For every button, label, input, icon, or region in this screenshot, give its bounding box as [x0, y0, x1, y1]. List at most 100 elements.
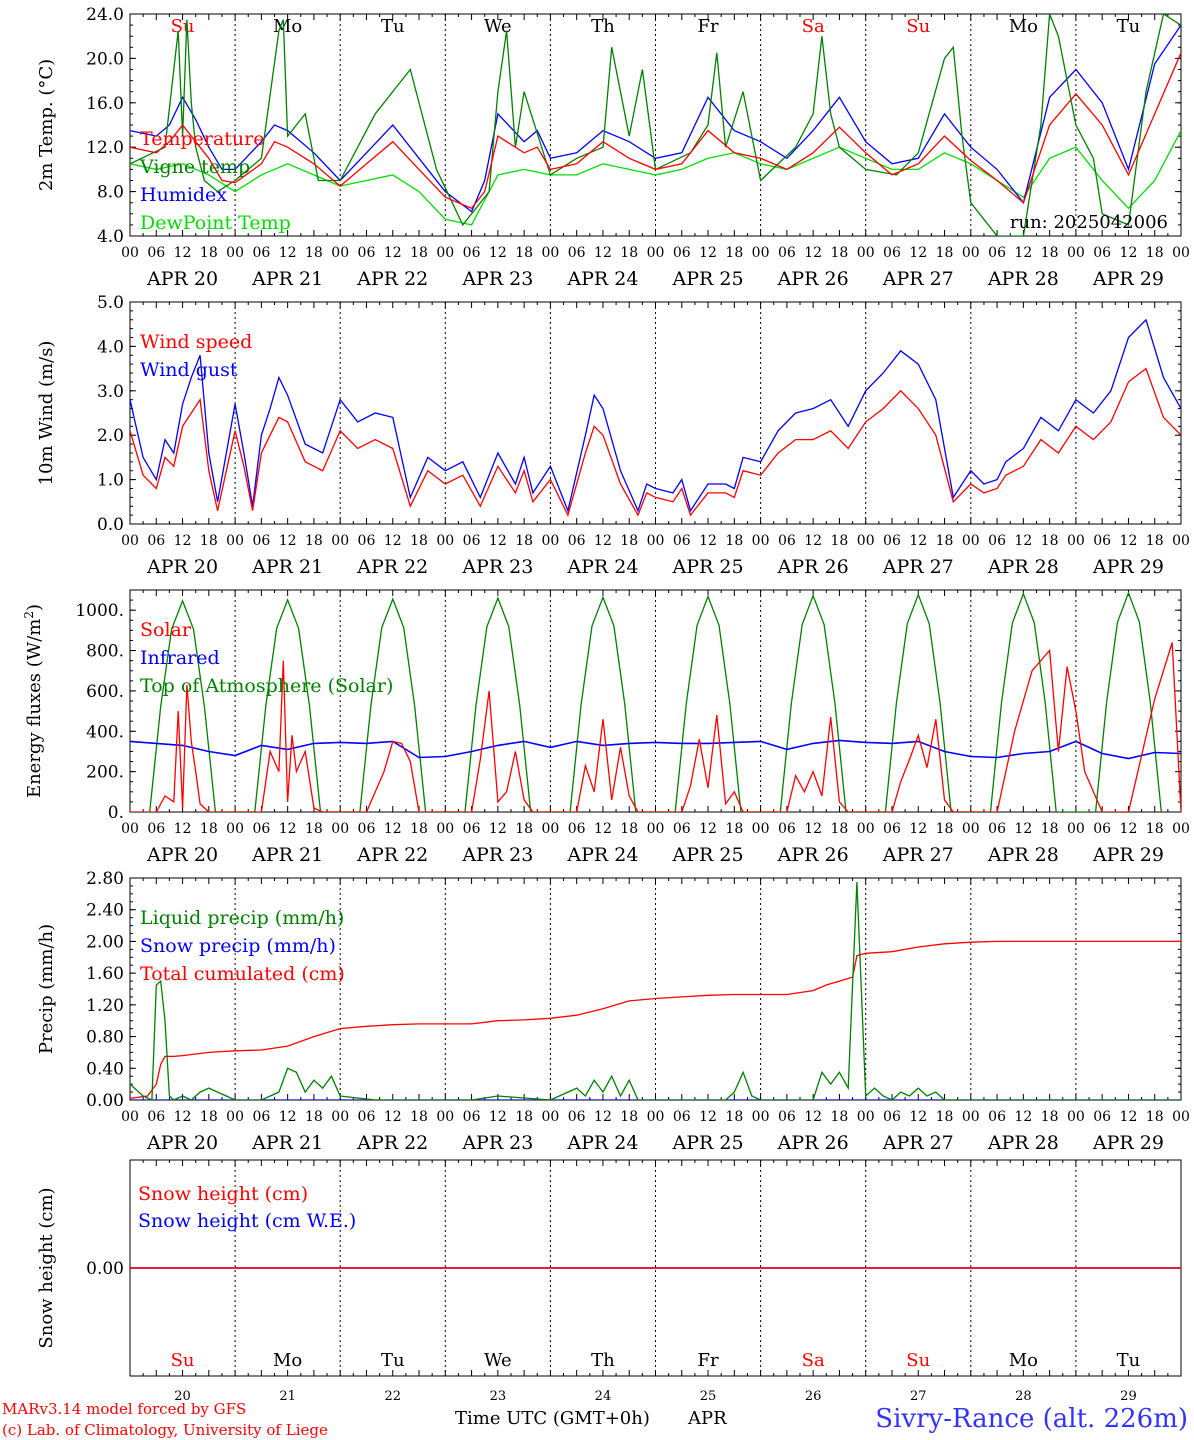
weekday-label: Tu: [381, 16, 405, 37]
hour-tick-label: 06: [147, 533, 165, 549]
hour-tick-label: 12: [699, 821, 717, 837]
date-label: APR 28: [987, 844, 1059, 866]
hour-tick-label: 00: [436, 1109, 454, 1125]
date-label: APR 24: [566, 556, 638, 578]
hour-tick-label: 12: [489, 1109, 507, 1125]
hour-tick-label: 00: [752, 245, 770, 261]
hour-tick-label: 18: [831, 245, 849, 261]
hour-tick-label: 18: [515, 533, 533, 549]
legend-entry: Humidex: [140, 184, 227, 206]
hour-tick-label: 00: [857, 533, 875, 549]
legend-entry: Total cumulated (cm): [140, 963, 345, 985]
hour-tick-label: 06: [673, 245, 691, 261]
y-tick-label: 16.0: [86, 94, 124, 114]
hour-tick-label: 06: [988, 1109, 1006, 1125]
hour-tick-label: 00: [1067, 245, 1085, 261]
hour-tick-label: 12: [489, 533, 507, 549]
legend-entry: Infrared: [140, 647, 220, 669]
y-tick-label: 1000.: [75, 601, 124, 621]
weekday-label: We: [484, 16, 512, 37]
hour-tick-label: 00: [541, 245, 559, 261]
date-label: APR 21: [251, 268, 323, 290]
hour-tick-label: 00: [647, 821, 665, 837]
hour-tick-label: 12: [384, 821, 402, 837]
date-label: APR 20: [146, 844, 218, 866]
hour-tick-label: 06: [988, 533, 1006, 549]
hour-tick-label: 12: [909, 245, 927, 261]
hour-tick-label: 00: [1172, 821, 1190, 837]
date-label: APR 23: [461, 1132, 533, 1154]
hour-tick-label: 00: [121, 533, 139, 549]
run-note: run: 2025042006: [1010, 212, 1168, 233]
y-tick-label: 4.0: [97, 337, 124, 357]
series-line-solar: [130, 642, 1181, 812]
hour-tick-label: 06: [463, 1109, 481, 1125]
hour-tick-label: 06: [1093, 533, 1111, 549]
y-tick-label: 800.: [86, 642, 124, 662]
hour-tick-label: 12: [909, 821, 927, 837]
hour-tick-label: 12: [174, 533, 192, 549]
weekday-label: Su: [171, 1350, 195, 1371]
date-label: APR 27: [882, 844, 954, 866]
date-label: APR 26: [777, 268, 849, 290]
hour-tick-label: 00: [226, 533, 244, 549]
hour-tick-label: 00: [541, 1109, 559, 1125]
hour-tick-label: 00: [647, 245, 665, 261]
hour-tick-label: 06: [988, 245, 1006, 261]
hour-tick-label: 00: [962, 1109, 980, 1125]
day-number-label: 21: [279, 1389, 296, 1404]
hour-tick-label: 00: [226, 821, 244, 837]
plot-panels: 4.0 8.0 12.0 16.0 20.0 24.0 2m Temp. (°C) 00 06 1…: [22, 5, 1190, 1404]
date-label: APR 24: [566, 1132, 638, 1154]
date-label: APR 23: [461, 556, 533, 578]
hour-tick-label: 06: [778, 533, 796, 549]
legend-entry: Snow precip (mm/h): [140, 935, 336, 957]
hour-tick-label: 18: [725, 533, 743, 549]
hour-tick-label: 06: [252, 1109, 270, 1125]
y-tick-label: 3.0: [97, 382, 124, 402]
hour-tick-label: 00: [1067, 533, 1085, 549]
hour-tick-label: 12: [699, 245, 717, 261]
series-line-temperature: [130, 52, 1181, 210]
y-axis-label: Snow height (cm): [36, 1187, 57, 1348]
date-label: APR 20: [146, 1132, 218, 1154]
hour-tick-label: 00: [647, 1109, 665, 1125]
legend-entry: Snow height (cm W.E.): [138, 1210, 356, 1232]
hour-tick-label: 12: [699, 533, 717, 549]
hour-tick-label: 18: [1146, 245, 1164, 261]
hour-tick-label: 00: [857, 245, 875, 261]
y-tick-label: 0.40: [86, 1059, 124, 1079]
y-tick-label: 1.20: [86, 996, 124, 1016]
hour-tick-label: 00: [1172, 245, 1190, 261]
weekday-label: Sa: [802, 16, 825, 37]
series-line-wind-speed: [130, 367, 1181, 517]
hour-tick-label: 18: [725, 245, 743, 261]
date-label: APR 25: [672, 556, 744, 578]
weekday-label: Th: [591, 16, 615, 37]
hour-tick-label: 18: [620, 1109, 638, 1125]
hour-tick-label: 18: [410, 1109, 428, 1125]
hour-tick-label: 06: [673, 1109, 691, 1125]
hour-tick-label: 12: [804, 1109, 822, 1125]
hour-tick-label: 18: [305, 533, 323, 549]
hour-tick-label: 06: [568, 821, 586, 837]
hour-tick-label: 00: [1172, 1109, 1190, 1125]
legend-entry: Temperature: [140, 128, 264, 150]
hour-tick-label: 18: [725, 821, 743, 837]
hour-tick-label: 18: [1146, 1109, 1164, 1125]
hour-tick-label: 18: [1146, 533, 1164, 549]
hour-tick-label: 18: [620, 533, 638, 549]
hour-tick-label: 12: [594, 1109, 612, 1125]
hour-tick-label: 12: [1014, 245, 1032, 261]
y-axis-label: 2m Temp. (°C): [36, 59, 57, 191]
hour-tick-label: 06: [673, 821, 691, 837]
hour-tick-label: 12: [489, 821, 507, 837]
hour-tick-label: 00: [857, 821, 875, 837]
legend-entry: Wind speed: [140, 331, 252, 353]
hour-tick-label: 12: [594, 245, 612, 261]
panel-4: 0.00 0.40 0.80 1.20 1.60 2.00 2.40 2.80 Precip (…: [36, 869, 1190, 1154]
hour-tick-label: 18: [936, 821, 954, 837]
date-label: APR 24: [566, 268, 638, 290]
hour-tick-label: 12: [174, 821, 192, 837]
date-label: APR 21: [251, 1132, 323, 1154]
